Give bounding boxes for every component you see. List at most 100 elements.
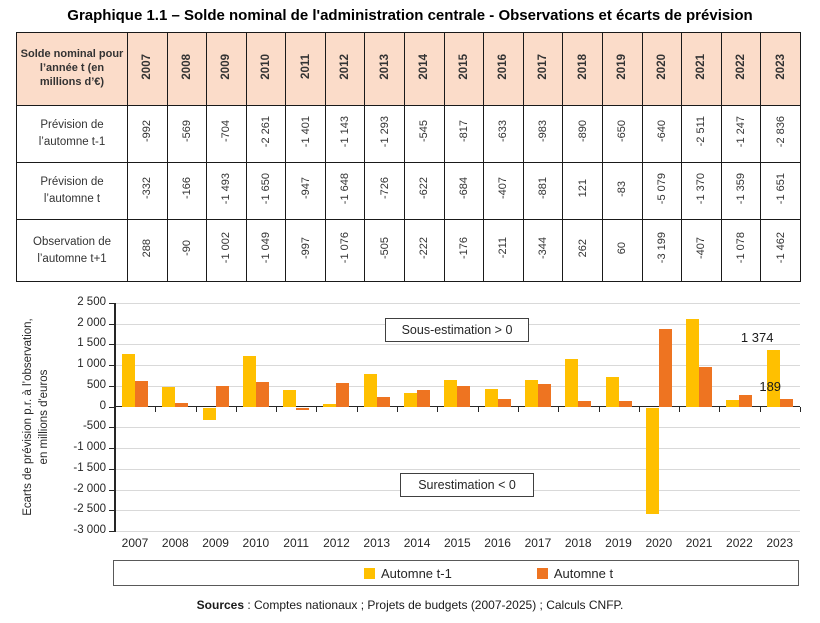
gridline [115, 365, 800, 367]
y-tick-label: 500 [86, 378, 106, 391]
y-axis-line [114, 303, 116, 532]
table-cell: -2 836 [760, 105, 801, 163]
gridline [115, 531, 800, 532]
table-cell-value: -3 199 [655, 232, 668, 264]
table-cell-value: -1 002 [220, 232, 233, 264]
year-header-text: 2017 [537, 53, 550, 80]
year-header-cell: 2018 [562, 32, 603, 106]
table-cell: -1 651 [760, 162, 801, 220]
x-axis-line [114, 405, 800, 408]
year-header-cell: 2014 [404, 32, 445, 106]
legend-swatch-automne-t-1 [364, 567, 375, 579]
x-tick-mark [759, 406, 761, 412]
table-cell-value: -5 079 [655, 172, 668, 205]
y-tick-label: -1 500 [73, 461, 106, 474]
bar-automne-t-2015 [457, 385, 471, 407]
y-tick-mark [109, 489, 115, 491]
table-cell: -1 293 [364, 105, 406, 163]
x-tick-mark [719, 406, 721, 412]
bar-automne-t-2016 [497, 398, 511, 407]
data-label: 1 374 [740, 329, 774, 345]
table-cell-value: -650 [616, 120, 629, 143]
x-axis-label: 2007 [121, 536, 149, 550]
table-cell-value: -817 [457, 120, 470, 143]
gridline [115, 303, 800, 304]
x-tick-mark [437, 406, 439, 412]
gridline [115, 344, 800, 346]
x-tick-mark [195, 406, 197, 412]
table-row: Prévision de l’automne t -332 -166 -1 493 -1… [16, 162, 801, 220]
table-cell: -166 [166, 162, 208, 220]
bar-automne-t-2019 [618, 400, 632, 407]
table-cell-value: -1 293 [378, 115, 391, 148]
table-cell-value: 60 [616, 242, 629, 255]
table-cell-value: -1 648 [339, 172, 352, 205]
x-tick-mark [558, 406, 560, 412]
bar-automne-t-1-2020 [645, 407, 659, 514]
table-cell: -890 [562, 105, 603, 163]
y-tick-label: -500 [82, 420, 106, 433]
y-axis-label-line1: Ecarts de prévision p.r. à l’observation… [22, 318, 34, 516]
y-tick-mark [109, 323, 115, 325]
table-cell: -1 143 [324, 105, 366, 163]
bar-automne-t-2007 [135, 380, 148, 407]
table-cell-value: -992 [141, 120, 154, 143]
table-cell-value: -1 076 [339, 232, 352, 264]
bar-automne-t-1-2017 [524, 380, 538, 407]
y-tick-mark [109, 427, 115, 429]
table-cell: -2 511 [681, 105, 722, 163]
table-cell: -90 [166, 219, 208, 282]
year-header-cell: 2009 [206, 32, 247, 106]
table-cell-value: -1 493 [220, 172, 233, 205]
year-header-text: 2008 [180, 53, 193, 80]
x-tick-mark [115, 406, 116, 412]
table-cell-value: -997 [299, 236, 312, 260]
year-header-cell: 2015 [443, 32, 485, 106]
table-cell-value: -704 [220, 120, 233, 143]
table-cell-value: -407 [695, 236, 708, 260]
gridline [115, 448, 800, 450]
table-cell-value: -90 [180, 240, 193, 256]
data-label: 189 [759, 378, 782, 394]
table-cell-value: -2 511 [695, 116, 708, 147]
table-cell-value: -1 651 [774, 172, 787, 205]
table-cell: -947 [285, 162, 326, 220]
bar-automne-t-1-2011 [283, 389, 297, 407]
year-header-text: 2022 [734, 53, 747, 80]
bar-automne-t-1-2009 [202, 407, 216, 420]
y-tick-label: 0 [99, 399, 106, 412]
table-cell: -545 [404, 105, 445, 163]
row-label: Prévision de l’automne t [16, 162, 128, 220]
y-tick-label: 1 500 [77, 337, 106, 350]
year-header-cell: 2008 [166, 32, 208, 106]
x-axis-label: 2019 [605, 536, 632, 550]
year-header-text: 2009 [220, 53, 233, 80]
bar-automne-t-1-2008 [162, 386, 176, 407]
table-cell: 121 [562, 162, 603, 220]
legend-label: Automne t [553, 565, 614, 581]
y-tick-label: -2 500 [73, 503, 106, 516]
table-cell: -1 078 [720, 219, 762, 282]
y-tick-mark [109, 510, 115, 512]
table-cell: 262 [562, 219, 603, 282]
table-cell-value: -2 261 [260, 115, 273, 148]
year-header-text: 2021 [695, 53, 708, 80]
bar-automne-t-2014 [417, 390, 431, 407]
year-header-cell: 2020 [641, 32, 683, 106]
x-tick-mark [397, 406, 399, 412]
x-axis-label: 2020 [645, 536, 673, 550]
x-tick-mark [517, 406, 519, 412]
table-cell: -1 370 [681, 162, 722, 220]
table-cell-value: -545 [418, 120, 431, 143]
bar-automne-t-1-2012 [323, 403, 337, 407]
table-cell-value: -505 [378, 236, 391, 260]
table-cell: -1 401 [285, 105, 326, 163]
x-axis-label: 2016 [484, 536, 511, 550]
table-cell-value: -947 [299, 177, 312, 200]
table-cell-value: -684 [457, 177, 470, 200]
legend: Automne t-1 Automne t [113, 560, 799, 586]
x-axis-label: 2013 [363, 536, 391, 550]
y-tick-label: -1 000 [73, 441, 106, 454]
table-cell: -1 002 [206, 219, 247, 282]
table-cell: -650 [601, 105, 643, 163]
